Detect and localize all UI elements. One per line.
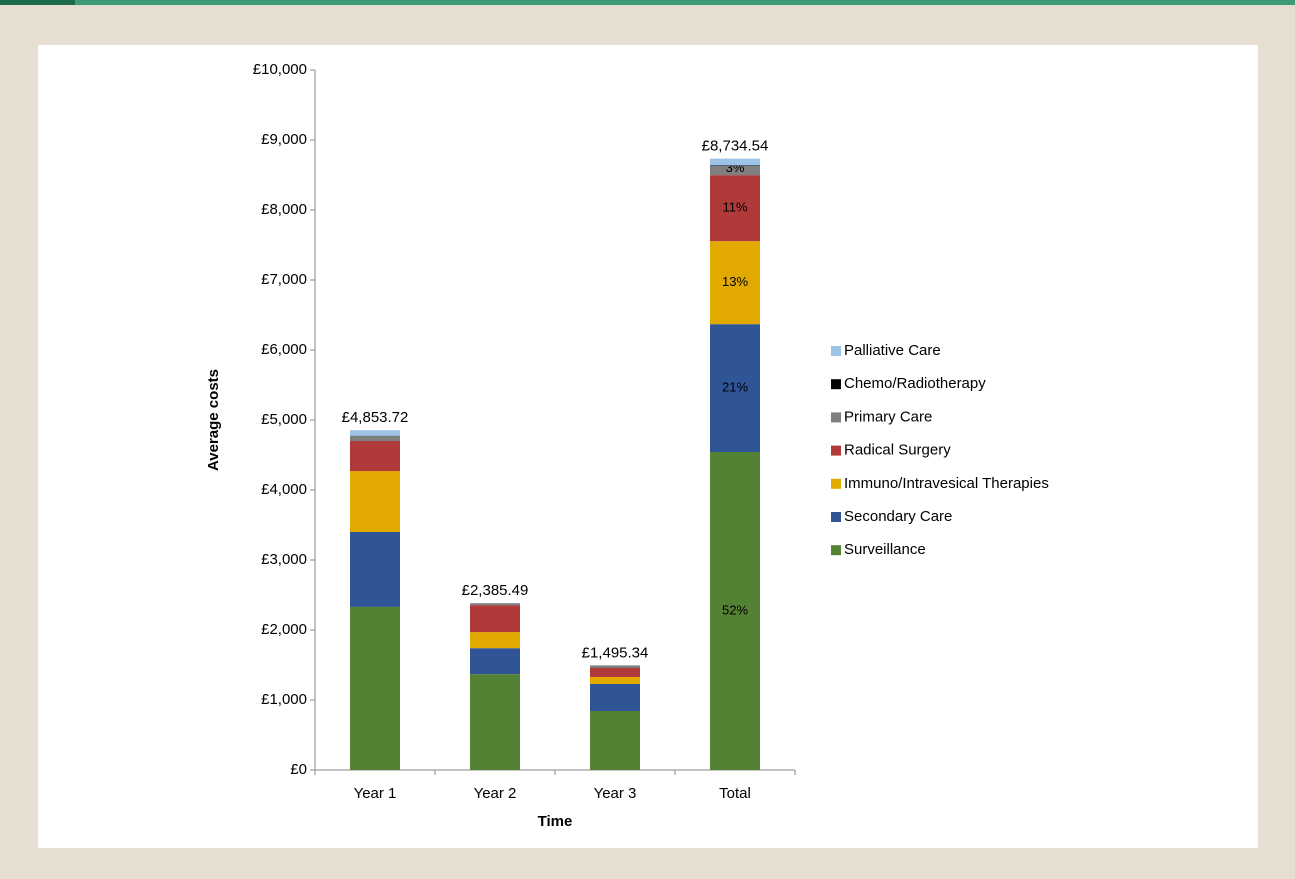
legend-label: Immuno/Intravesical Therapies (844, 475, 1049, 492)
top-bar (0, 0, 1295, 5)
y-tick-label: £4,000 (261, 481, 307, 498)
y-tick-label: £3,000 (261, 551, 307, 568)
y-tick-label: £8,000 (261, 201, 307, 218)
bar-segment (590, 684, 640, 711)
bar-segment (710, 165, 760, 166)
legend-swatch (831, 379, 841, 389)
legend-swatch (831, 512, 841, 522)
bar-segment (590, 677, 640, 684)
x-tick-label: Year 1 (354, 785, 397, 802)
y-tick-label: £9,000 (261, 131, 307, 148)
x-axis-title: Time (538, 813, 573, 830)
bar-segment (470, 603, 520, 605)
y-tick-label: £2,000 (261, 621, 307, 638)
legend-label: Surveillance (844, 541, 926, 558)
legend-swatch (831, 479, 841, 489)
legend-swatch (831, 412, 841, 422)
bar-segment (710, 159, 760, 166)
bar-segment (350, 607, 400, 770)
bar-segment (470, 605, 520, 632)
total-label: £4,853.72 (342, 409, 409, 426)
total-label: £2,385.49 (462, 582, 529, 599)
bar-segment (590, 666, 640, 668)
x-tick-label: Year 3 (594, 785, 637, 802)
legend-label: Chemo/Radiotherapy (844, 375, 986, 392)
segment-label: 52% (722, 602, 748, 617)
y-tick-label: £0 (290, 761, 307, 778)
bar-segment (470, 632, 520, 648)
y-tick-label: £6,000 (261, 341, 307, 358)
x-tick-label: Total (719, 785, 751, 802)
segment-label: 13% (722, 274, 748, 289)
bar-segment (590, 711, 640, 770)
y-tick-label: £1,000 (261, 691, 307, 708)
legend-label: Radical Surgery (844, 442, 951, 459)
y-axis-title: Average costs (205, 369, 222, 471)
bar-segment (590, 668, 640, 677)
bar-segment (350, 436, 400, 441)
bar-segment (470, 648, 520, 674)
bar-segment (350, 441, 400, 471)
legend-label: Primary Care (844, 408, 932, 425)
bar-segment (470, 674, 520, 770)
legend-label: Palliative Care (844, 342, 941, 359)
bar-segment (350, 471, 400, 532)
bar-segment (350, 430, 400, 436)
legend-label: Secondary Care (844, 508, 952, 525)
y-tick-label: £5,000 (261, 411, 307, 428)
top-bar-accent (0, 0, 75, 5)
legend-swatch (831, 545, 841, 555)
legend-swatch (831, 446, 841, 456)
y-tick-label: £10,000 (253, 61, 307, 78)
y-tick-label: £7,000 (261, 271, 307, 288)
total-label: £8,734.54 (702, 138, 769, 155)
bar-segment (350, 532, 400, 607)
segment-label: 11% (722, 200, 747, 215)
total-label: £1,495.34 (582, 644, 649, 661)
segment-label: 21% (722, 380, 748, 395)
x-tick-label: Year 2 (474, 785, 517, 802)
legend-swatch (831, 346, 841, 356)
